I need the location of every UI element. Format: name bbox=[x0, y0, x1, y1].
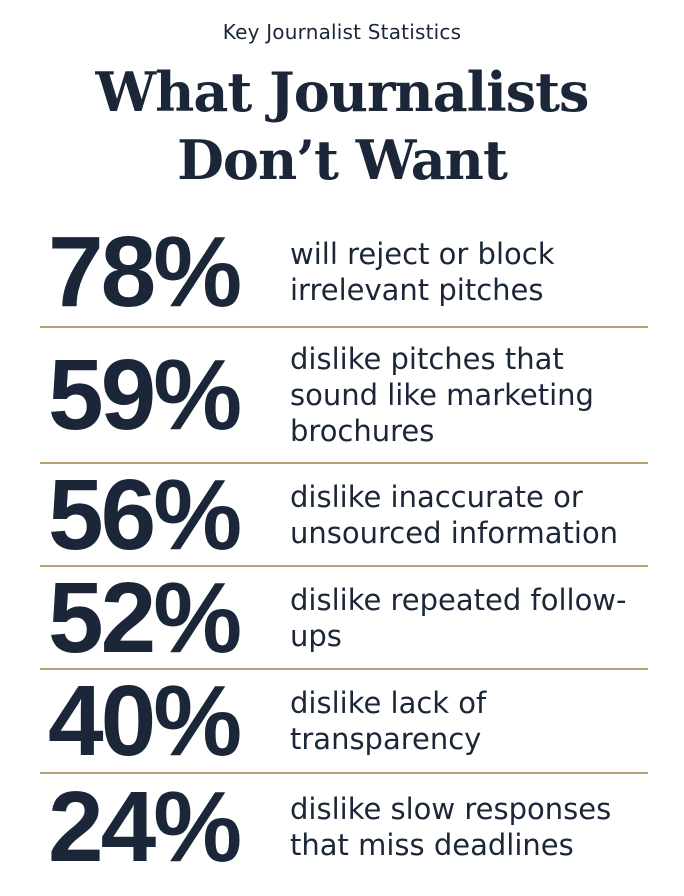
stat-row: 24% dislike slow responses that miss dea… bbox=[40, 774, 648, 879]
stat-description: dislike lack of transparency bbox=[290, 686, 487, 756]
page-title-line-1: What Journalists bbox=[95, 60, 590, 124]
kicker-label: Key Journalist Statistics bbox=[222, 20, 462, 44]
stat-value: 24% bbox=[48, 770, 242, 883]
stat-row: 40% dislike lack of transparency bbox=[40, 670, 648, 774]
page-title-line-2: Don’t Want bbox=[177, 128, 508, 192]
stat-description: dislike slow responses that miss deadlin… bbox=[290, 791, 612, 862]
stat-description: dislike pitches that sound like marketin… bbox=[290, 342, 594, 448]
stat-value: 78% bbox=[48, 216, 242, 328]
page-title: What Journalists Don’t Want bbox=[0, 58, 684, 194]
stat-row: 56% dislike inaccurate or unsourced info… bbox=[40, 464, 648, 567]
stats-list: 78% will reject or block irrelevant pitc… bbox=[40, 218, 648, 879]
stat-row: 52% dislike repeated follow-ups bbox=[40, 567, 648, 670]
stat-row: 78% will reject or block irrelevant pitc… bbox=[40, 218, 648, 328]
stat-value: 52% bbox=[48, 561, 242, 674]
stat-value: 59% bbox=[48, 339, 242, 451]
stat-description: dislike inaccurate or unsourced informat… bbox=[290, 479, 619, 550]
stat-description: will reject or block irrelevant pitches bbox=[290, 237, 555, 307]
stat-value: 40% bbox=[48, 665, 242, 777]
stat-description: dislike repeated follow-ups bbox=[290, 582, 627, 653]
stat-row: 59% dislike pitches that sound like mark… bbox=[40, 328, 648, 464]
stat-value: 56% bbox=[48, 458, 242, 571]
